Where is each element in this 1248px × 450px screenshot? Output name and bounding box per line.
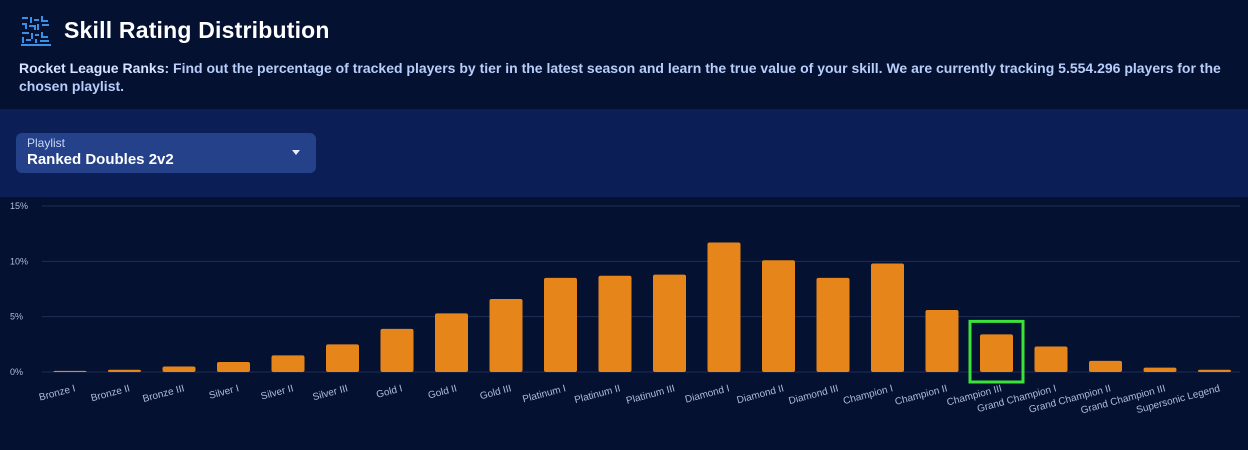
x-tick-label: Champion II [894, 383, 949, 408]
x-tick-label: Diamond III [788, 383, 840, 407]
bar-platinum-ii[interactable] [598, 275, 632, 372]
bar-platinum-iii[interactable] [653, 274, 686, 372]
bar-gold-i[interactable] [380, 328, 414, 372]
bar-grand-champion-iii[interactable] [1143, 367, 1177, 372]
bar-diamond-ii[interactable] [762, 260, 795, 372]
highlight-outline [968, 319, 1025, 384]
bar-gold-iii[interactable] [489, 298, 523, 372]
x-tick-label: Bronze II [90, 383, 132, 404]
x-tick-label: Platinum II [573, 383, 621, 406]
x-tick-label: Platinum I [521, 383, 567, 405]
x-tick-label: Silver I [208, 383, 240, 402]
chevron-down-icon[interactable] [292, 150, 300, 155]
bar-champion-iii[interactable] [980, 334, 1013, 372]
bar-bronze-ii[interactable] [108, 369, 141, 372]
x-tick-label: Diamond II [736, 383, 786, 406]
y-tick-label: 10% [10, 256, 28, 266]
bar-diamond-iii[interactable] [816, 277, 850, 372]
skill-distribution-chart: 0% 5% 10% 15% Bronze I Bronze II Bronze III Sil… [0, 197, 1248, 445]
bar-gold-ii[interactable] [435, 313, 468, 372]
bar-silver-iii[interactable] [326, 344, 359, 372]
bar-bronze-i[interactable] [53, 370, 87, 372]
bar-champion-ii[interactable] [925, 310, 959, 372]
y-tick-label: 0% [10, 367, 23, 377]
page-description: Rocket League Ranks: Find out the percen… [19, 59, 1229, 95]
bar-silver-ii[interactable] [271, 355, 305, 372]
description-text: : Find out the percentage of tracked pla… [19, 60, 1221, 94]
bar-diamond-i[interactable] [707, 242, 741, 372]
bar-champion-i[interactable] [871, 263, 904, 372]
x-tick-label: Platinum III [625, 383, 676, 407]
playlist-select-label: Playlist [27, 136, 66, 150]
x-tick-label: Silver II [260, 383, 295, 402]
x-tick-label: Bronze I [38, 383, 77, 403]
bar-silver-i[interactable] [217, 362, 250, 372]
bar-bronze-iii[interactable] [162, 366, 196, 372]
controls-bar: Playlist Ranked Doubles 2v2 [0, 109, 1248, 197]
page-header: Skill Rating Distribution Rocket League … [0, 0, 1248, 109]
bar-platinum-i[interactable] [544, 277, 577, 372]
playlist-select-value: Ranked Doubles 2v2 [27, 151, 174, 168]
playlist-select[interactable]: Playlist Ranked Doubles 2v2 [16, 133, 316, 173]
y-tick-label: 5% [10, 312, 23, 322]
x-tick-label: Gold II [427, 383, 458, 401]
y-tick-label: 15% [10, 201, 28, 211]
x-tick-label: Gold III [479, 383, 513, 402]
page-title: Skill Rating Distribution [64, 16, 330, 43]
x-tick-label: Silver III [312, 383, 350, 403]
x-tick-label: Diamond I [684, 383, 731, 405]
skill-distribution-logo-icon [21, 16, 51, 46]
x-tick-label: Champion I [842, 383, 894, 407]
x-tick-label: Bronze III [142, 383, 186, 405]
bar-chart-svg: 0% 5% 10% 15% Bronze I Bronze II Bronze III Sil… [10, 201, 1240, 416]
description-highlight: Rocket League Ranks [19, 60, 165, 76]
x-tick-label: Gold I [375, 383, 404, 401]
bar-grand-champion-i[interactable] [1034, 346, 1068, 372]
title-row: Skill Rating Distribution [20, 13, 330, 47]
bar-supersonic-legend[interactable] [1198, 369, 1231, 372]
bar-grand-champion-ii[interactable] [1089, 360, 1122, 372]
